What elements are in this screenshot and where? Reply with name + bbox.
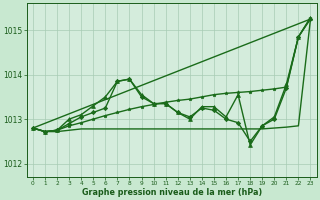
X-axis label: Graphe pression niveau de la mer (hPa): Graphe pression niveau de la mer (hPa) [82, 188, 262, 197]
